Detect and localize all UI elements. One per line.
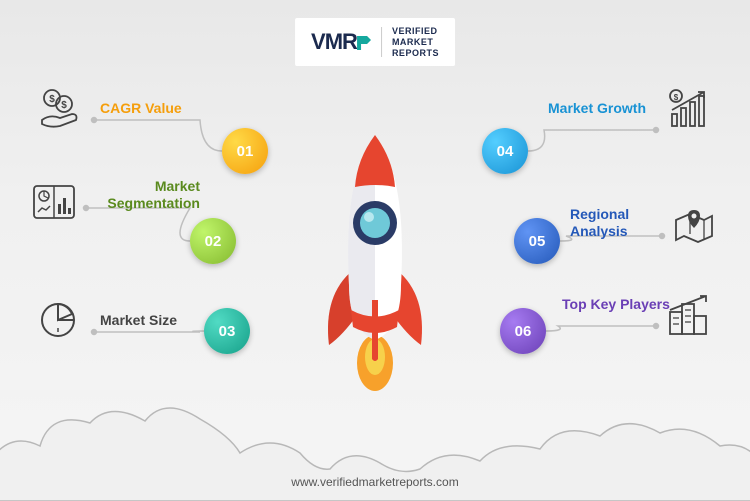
node-05: 05 [514, 218, 560, 264]
node-number: 03 [219, 323, 236, 340]
buildings-icon [664, 294, 712, 342]
logo-mark-text: VMR [311, 29, 357, 55]
node-02: 02 [190, 218, 236, 264]
node-label-01: CAGR Value [100, 100, 182, 117]
node-number: 05 [529, 233, 546, 250]
node-01: 01 [222, 128, 268, 174]
url-text: www.verifiedmarketreports.com [291, 475, 458, 489]
node-number: 04 [497, 143, 514, 160]
money-hand-icon [38, 86, 86, 134]
node-number: 01 [237, 143, 254, 160]
node-04: 04 [482, 128, 528, 174]
map-pin-icon [670, 204, 718, 252]
node-label-04: Market Growth [548, 100, 646, 117]
growth-bars-icon [664, 86, 712, 134]
node-03: 03 [204, 308, 250, 354]
node-06: 06 [500, 308, 546, 354]
node-number: 06 [515, 323, 532, 340]
node-label-02: Market Segmentation [90, 178, 200, 212]
logo: VMR VERIFIED MARKET REPORTS [295, 18, 455, 66]
pie-chart-icon [36, 298, 84, 346]
node-label-03: Market Size [100, 312, 177, 329]
segment-chart-icon [30, 180, 78, 228]
logo-full-text: VERIFIED MARKET REPORTS [392, 26, 439, 58]
rocket [315, 135, 435, 395]
node-label-06: Top Key Players [562, 296, 670, 313]
node-number: 02 [205, 233, 222, 250]
node-label-05: Regional Analysis [570, 206, 680, 240]
logo-mark: VMR [311, 29, 371, 55]
